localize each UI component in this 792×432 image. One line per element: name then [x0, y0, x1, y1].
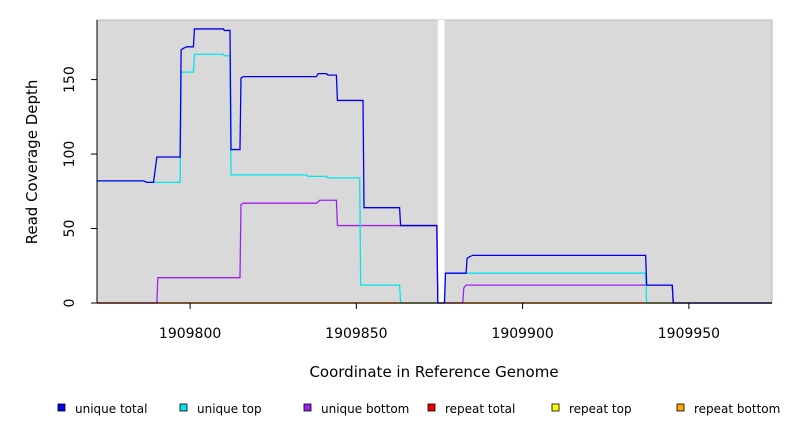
axes: 0 50 100 150 1909800 1909850 1909900 1909950	[62, 20, 772, 342]
legend-swatch	[427, 403, 436, 412]
plot-background	[96, 19, 773, 304]
series-line-unique-bottom	[97, 199, 772, 304]
x-tick-label: 1909900	[491, 326, 553, 342]
legend-swatch	[551, 403, 560, 412]
y-tick-label: 0	[62, 299, 78, 308]
legend-swatch	[179, 403, 188, 412]
legend-label: unique top	[197, 402, 262, 416]
plot-panel	[96, 19, 773, 304]
legend-item-unique-top: unique top	[179, 402, 262, 416]
y-axis-title: Read Coverage Depth	[23, 80, 41, 245]
y-tick-label: 100	[62, 141, 78, 168]
legend-item-repeat-bottom: repeat bottom	[676, 402, 780, 416]
y-tick-label: 50	[62, 220, 78, 238]
legend-swatch	[676, 403, 685, 412]
legend-swatch	[303, 403, 312, 412]
series-line-unique-total	[97, 28, 772, 304]
y-tick-label: 150	[62, 66, 78, 93]
legend-label: repeat bottom	[694, 402, 780, 416]
legend-label: unique bottom	[321, 402, 409, 416]
legend: unique total unique top unique bottom repea…	[57, 402, 780, 416]
legend-item-repeat-total: repeat total	[427, 402, 515, 416]
x-axis-title: Coordinate in Reference Genome	[309, 363, 558, 381]
legend-swatch	[57, 403, 66, 412]
legend-label: repeat top	[569, 402, 632, 416]
legend-item-unique-total: unique total	[57, 402, 147, 416]
reference-gap	[437, 20, 445, 303]
x-tick-label: 1909950	[658, 326, 720, 342]
legend-item-unique-bottom: unique bottom	[303, 402, 409, 416]
x-tick-label: 1909850	[325, 326, 387, 342]
x-tick-label: 1909800	[159, 326, 221, 342]
legend-item-repeat-top: repeat top	[551, 402, 632, 416]
legend-label: unique total	[75, 402, 147, 416]
legend-label: repeat total	[445, 402, 515, 416]
